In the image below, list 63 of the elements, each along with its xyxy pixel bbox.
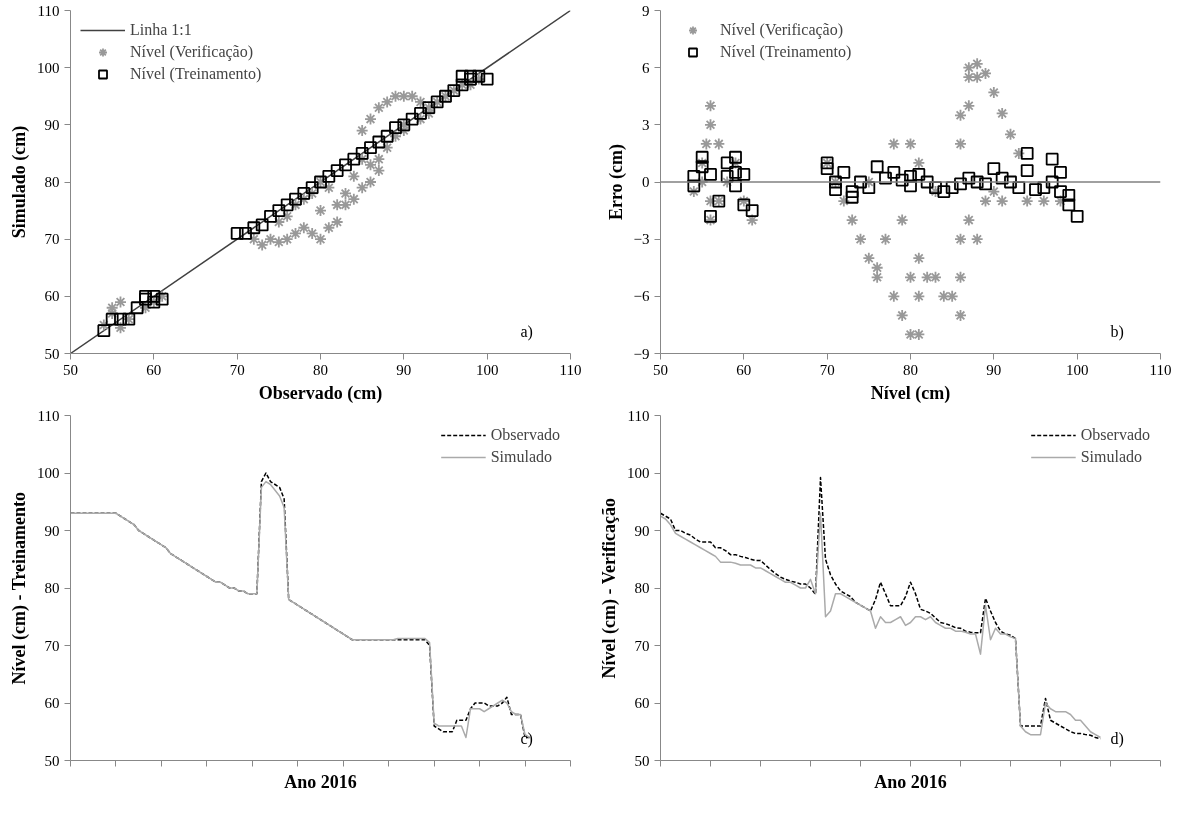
legend-label: Observado <box>490 426 560 444</box>
y-tick-label: 70 <box>634 637 650 654</box>
y-tick-label: 80 <box>44 174 60 190</box>
y-tick-label: 3 <box>642 116 650 133</box>
legend-label: Nível (Verificação) <box>130 43 254 61</box>
y-tick-label: 70 <box>44 637 60 654</box>
x-axis-title: Nível (cm) <box>870 382 951 404</box>
annotation: c) <box>520 729 533 748</box>
y-tick-label: 80 <box>634 580 650 596</box>
y-axis-title: Simulado (cm) <box>9 125 30 239</box>
x-axis-title: Ano 2016 <box>874 771 947 792</box>
x-tick-label: 70 <box>819 361 835 378</box>
y-tick-label: −6 <box>633 288 650 305</box>
annotation: b) <box>1110 322 1124 341</box>
y-tick-label: 90 <box>44 116 60 133</box>
y-tick-label: 100 <box>627 465 650 481</box>
y-tick-label: 70 <box>44 231 60 248</box>
y-axis-title: Nível (cm) - Treinamento <box>9 491 30 685</box>
annotation: d) <box>1110 729 1124 748</box>
x-tick-label: 100 <box>475 361 499 378</box>
x-tick-label: 60 <box>736 361 752 378</box>
y-tick-label: 90 <box>44 522 60 539</box>
x-tick-label: 80 <box>313 361 328 378</box>
y-tick-label: 50 <box>44 752 60 769</box>
y-tick-label: 80 <box>44 580 60 596</box>
y-tick-label: 110 <box>37 2 60 19</box>
y-tick-label: 90 <box>634 522 650 539</box>
x-tick-label: 80 <box>903 361 918 378</box>
y-tick-label: 6 <box>642 59 650 76</box>
y-tick-label: −3 <box>633 231 650 248</box>
y-tick-label: 50 <box>634 752 650 769</box>
x-tick-label: 90 <box>986 361 1002 378</box>
y-tick-label: 100 <box>37 59 60 76</box>
x-tick-label: 110 <box>559 361 582 378</box>
y-tick-label: 50 <box>44 345 60 362</box>
annotation: a) <box>520 322 533 341</box>
y-tick-label: 9 <box>642 2 650 19</box>
legend-label: Nível (Treinamento) <box>130 65 262 83</box>
x-tick-label: 70 <box>229 361 245 378</box>
x-tick-label: 100 <box>1065 361 1089 378</box>
y-tick-label: 60 <box>634 695 650 711</box>
x-axis-title: Observado (cm) <box>258 382 383 404</box>
y-tick-label: 100 <box>37 465 60 481</box>
y-tick-label: −9 <box>633 345 650 362</box>
legend-label: Simulado <box>1080 448 1143 466</box>
legend-label: Nível (Treinamento) <box>720 43 852 61</box>
y-tick-label: 60 <box>44 288 60 305</box>
y-tick-label: 60 <box>44 695 60 711</box>
legend-label: Linha 1:1 <box>130 21 192 39</box>
legend-label: Observado <box>1080 426 1150 444</box>
legend-label: Nível (Verificação) <box>720 21 844 39</box>
x-tick-label: 50 <box>653 361 668 378</box>
x-tick-label: 60 <box>146 361 162 378</box>
x-tick-label: 50 <box>63 361 78 378</box>
x-tick-label: 110 <box>1149 361 1172 378</box>
y-tick-label: 0 <box>642 174 650 190</box>
x-tick-label: 90 <box>396 361 412 378</box>
legend-label: Simulado <box>490 448 553 466</box>
y-tick-label: 110 <box>37 407 60 424</box>
x-axis-title: Ano 2016 <box>284 771 357 792</box>
y-tick-label: 110 <box>627 407 650 424</box>
y-axis-title: Nível (cm) - Verificação <box>599 497 620 679</box>
y-axis-title: Erro (cm) <box>605 143 627 221</box>
